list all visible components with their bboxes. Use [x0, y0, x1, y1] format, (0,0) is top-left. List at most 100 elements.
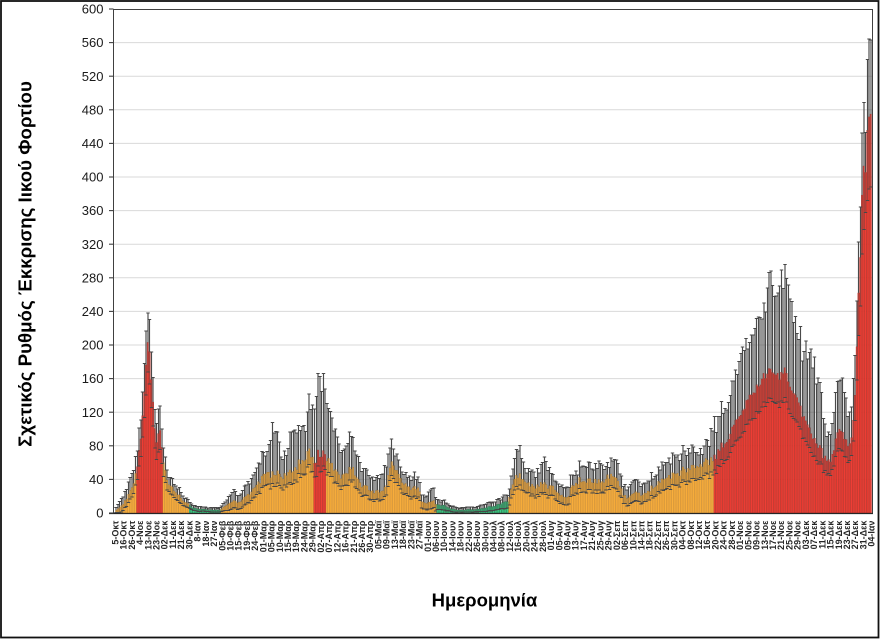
svg-text:360: 360 [82, 203, 104, 218]
svg-text:02-Δεκ: 02-Δεκ [160, 520, 170, 550]
svg-text:18-Μαϊ: 18-Μαϊ [398, 520, 408, 549]
svg-text:280: 280 [82, 270, 104, 285]
svg-text:11-Δεκ: 11-Δεκ [817, 520, 827, 549]
svg-text:09-Νοε: 09-Νοε [752, 520, 762, 550]
svg-text:12-Οκτ: 12-Οκτ [694, 521, 704, 550]
svg-text:25-Νοε: 25-Νοε [784, 520, 794, 550]
svg-text:04-Ιαν: 04-Ιαν [867, 521, 877, 547]
svg-text:05-Φεβ: 05-Φεβ [217, 520, 227, 551]
svg-text:480: 480 [82, 102, 104, 117]
svg-text:13-Αυγ: 13-Αυγ [571, 521, 581, 551]
svg-text:03-Δεκ: 03-Δεκ [801, 520, 811, 550]
svg-text:24-Μαρ: 24-Μαρ [299, 520, 309, 552]
svg-text:01-Αυγ: 01-Αυγ [546, 521, 556, 551]
svg-text:13-Νοε: 13-Νοε [143, 520, 153, 550]
svg-text:560: 560 [82, 35, 104, 50]
svg-text:20-Οκτ: 20-Οκτ [710, 521, 720, 550]
svg-text:01-Μαρ: 01-Μαρ [258, 520, 268, 552]
svg-text:10-Ιουν: 10-Ιουν [439, 521, 449, 552]
svg-text:14-Ιουν: 14-Ιουν [447, 521, 457, 552]
svg-text:17-Νοε: 17-Νοε [768, 520, 778, 550]
svg-text:09-Αυγ: 09-Αυγ [563, 521, 573, 551]
svg-text:16-Οκτ: 16-Οκτ [702, 521, 712, 550]
svg-text:18-Ιαν: 18-Ιαν [201, 521, 211, 547]
svg-text:200: 200 [82, 338, 104, 353]
svg-text:520: 520 [82, 69, 104, 84]
svg-text:29-Νοε: 29-Νοε [793, 520, 803, 550]
svg-text:26-Απρ: 26-Απρ [357, 520, 367, 552]
svg-text:09-Μαϊ: 09-Μαϊ [382, 520, 392, 549]
svg-text:30-Δεκ: 30-Δεκ [184, 520, 194, 550]
svg-text:Ημερομηνία: Ημερομηνία [432, 590, 538, 611]
svg-text:11-Δεκ: 11-Δεκ [168, 520, 178, 549]
svg-text:30-Απρ: 30-Απρ [365, 520, 375, 552]
svg-text:400: 400 [82, 170, 104, 185]
svg-text:24-Φεβ: 24-Φεβ [250, 520, 260, 551]
svg-text:06-Ιουν: 06-Ιουν [431, 521, 441, 552]
svg-text:0: 0 [96, 506, 103, 521]
svg-text:07-Δεκ: 07-Δεκ [809, 520, 819, 550]
svg-text:240: 240 [82, 304, 104, 319]
svg-text:16-Οκτ: 16-Οκτ [119, 521, 129, 550]
svg-text:440: 440 [82, 136, 104, 151]
svg-text:4-Νοε: 4-Νοε [135, 520, 145, 545]
svg-text:160: 160 [82, 371, 104, 386]
svg-text:29-Αυγ: 29-Αυγ [604, 521, 614, 551]
svg-text:31-Δεκ: 31-Δεκ [858, 520, 868, 550]
svg-text:05-Μαϊ: 05-Μαϊ [373, 520, 383, 549]
svg-text:05-Μαρ: 05-Μαρ [267, 520, 277, 552]
svg-text:19-Φεβ: 19-Φεβ [242, 520, 252, 551]
svg-text:23-Νοε: 23-Νοε [152, 520, 162, 550]
svg-text:15-Φεβ: 15-Φεβ [234, 520, 244, 551]
svg-text:24-Ιουλ: 24-Ιουλ [530, 521, 540, 552]
svg-text:21-Δεκ: 21-Δεκ [176, 520, 186, 550]
svg-text:01-Ιουν: 01-Ιουν [423, 521, 433, 552]
svg-text:01-Νοε: 01-Νοε [735, 520, 745, 550]
svg-text:13-Νοε: 13-Νοε [760, 520, 770, 550]
svg-text:30-Ιουν: 30-Ιουν [480, 521, 490, 552]
svg-text:20-Ιουλ: 20-Ιουλ [521, 521, 531, 552]
svg-text:10-Σεπ: 10-Σεπ [628, 520, 638, 550]
svg-text:26-Οκτ: 26-Οκτ [127, 521, 137, 550]
svg-text:21-Απρ: 21-Απρ [349, 520, 359, 552]
svg-text:10-Φεβ: 10-Φεβ [225, 520, 235, 551]
svg-text:05-Αυγ: 05-Αυγ [554, 521, 564, 551]
svg-text:05-Νοε: 05-Νοε [743, 520, 753, 550]
svg-text:14-Σεπ: 14-Σεπ [636, 520, 646, 550]
svg-text:26-Σεπ: 26-Σεπ [661, 520, 671, 550]
svg-text:27-Δεκ: 27-Δεκ [850, 520, 860, 550]
svg-text:26-Ιουν: 26-Ιουν [472, 521, 482, 552]
svg-text:16-Ιουλ: 16-Ιουλ [513, 521, 523, 552]
svg-text:19-Δεκ: 19-Δεκ [834, 520, 844, 550]
svg-text:27-Μαϊ: 27-Μαϊ [415, 520, 425, 549]
svg-text:08-Ιουλ: 08-Ιουλ [497, 521, 507, 552]
svg-text:19-Μαρ: 19-Μαρ [291, 520, 301, 552]
svg-text:17-Αυγ: 17-Αυγ [579, 521, 589, 551]
svg-text:07-Απρ: 07-Απρ [324, 520, 334, 552]
svg-text:02-Απρ: 02-Απρ [316, 520, 326, 552]
svg-text:21-Αυγ: 21-Αυγ [587, 521, 597, 551]
svg-text:25-Αυγ: 25-Αυγ [595, 521, 605, 551]
svg-text:08-Οκτ: 08-Οκτ [686, 521, 696, 550]
svg-text:13-Μαϊ: 13-Μαϊ [390, 520, 400, 549]
svg-text:320: 320 [82, 237, 104, 252]
svg-text:06-Σεπ: 06-Σεπ [620, 520, 630, 550]
svg-text:18-Σεπ: 18-Σεπ [645, 520, 655, 550]
svg-text:18-Ιουν: 18-Ιουν [456, 521, 466, 552]
svg-text:5-Οκτ: 5-Οκτ [110, 521, 120, 545]
svg-text:23-Δεκ: 23-Δεκ [842, 520, 852, 550]
svg-text:10-Μαρ: 10-Μαρ [275, 520, 285, 552]
svg-text:8-Ιαν: 8-Ιαν [193, 521, 203, 542]
svg-text:04-Ιουλ: 04-Ιουλ [489, 521, 499, 552]
svg-text:600: 600 [82, 2, 104, 17]
svg-text:15-Μαρ: 15-Μαρ [283, 520, 293, 552]
svg-text:12-Ιουλ: 12-Ιουλ [505, 521, 515, 552]
svg-text:28-Ιουλ: 28-Ιουλ [538, 521, 548, 552]
svg-text:02-Σεπ: 02-Σεπ [612, 520, 622, 550]
svg-text:16-Απρ: 16-Απρ [341, 520, 351, 552]
svg-text:04-Οκτ: 04-Οκτ [678, 521, 688, 550]
svg-text:22-Ιουν: 22-Ιουν [464, 521, 474, 552]
svg-text:23-Μαϊ: 23-Μαϊ [406, 520, 416, 549]
svg-text:120: 120 [82, 405, 104, 420]
svg-text:28-Οκτ: 28-Οκτ [727, 521, 737, 550]
